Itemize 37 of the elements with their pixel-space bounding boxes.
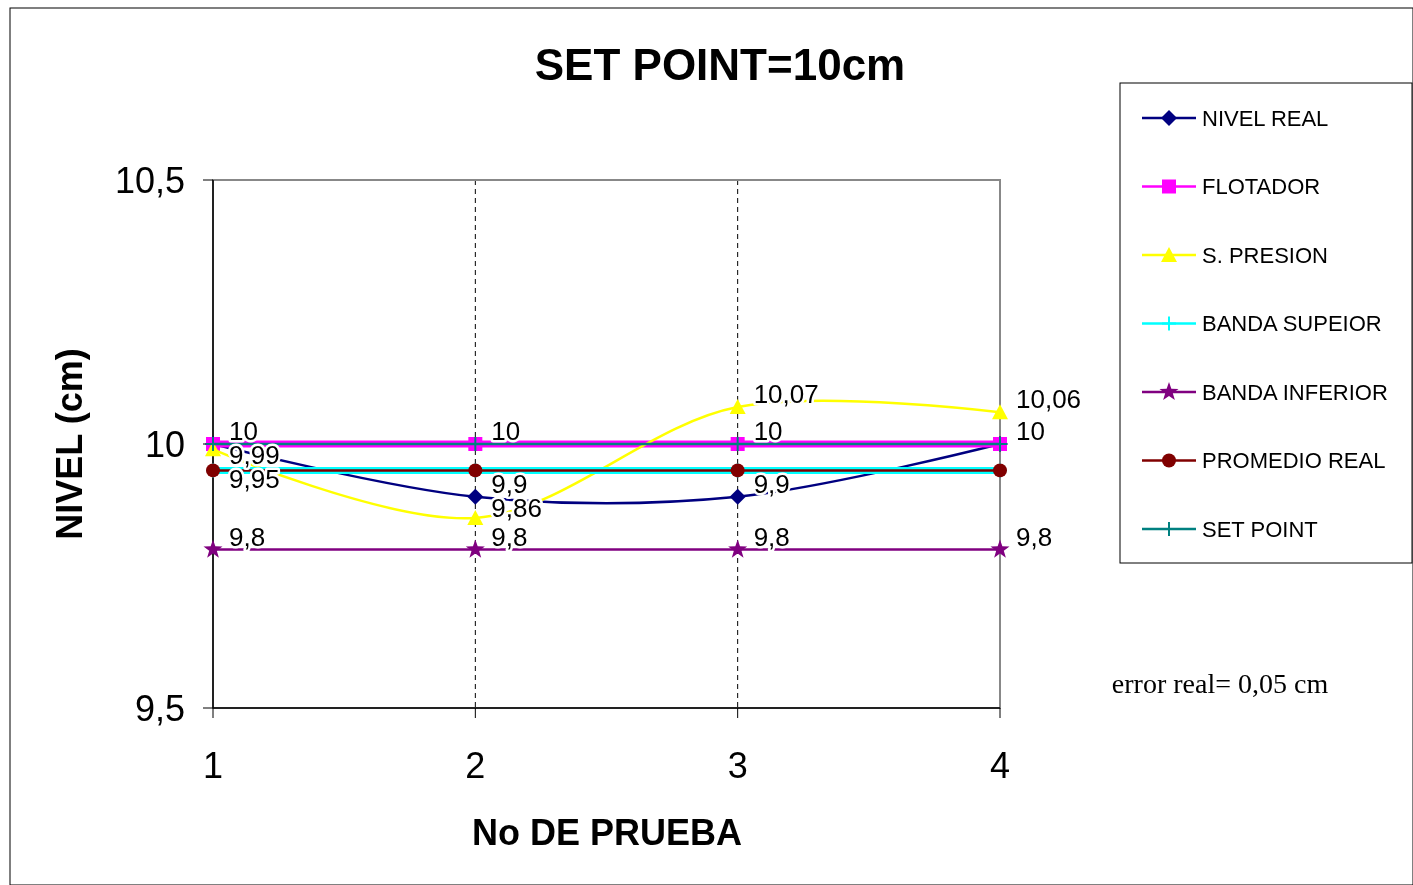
point — [465, 539, 485, 558]
y-tick-label: 10 — [144, 423, 185, 465]
data-label: 10,06 — [1016, 384, 1082, 415]
point — [728, 539, 748, 558]
x-tick-label: 1 — [202, 745, 224, 786]
data-label: 9,8 — [229, 521, 266, 552]
legend-label: BANDA SUPEIOR — [1202, 311, 1382, 337]
data-label: 9,8 — [753, 521, 790, 552]
data-label: 9,8 — [1016, 521, 1053, 552]
point — [203, 539, 223, 558]
x-tick-label: 3 — [727, 745, 748, 786]
point — [729, 488, 746, 505]
legend-label: SET POINT — [1202, 516, 1318, 542]
x-tick-label: 4 — [989, 745, 1011, 786]
text: error real= 0,05 cm — [1111, 668, 1329, 699]
data-label: 10 — [229, 416, 258, 446]
point — [467, 509, 484, 525]
y-axis-title: NIVEL (cm) — [49, 348, 90, 540]
legend-label: S. PRESION — [1202, 242, 1328, 268]
point — [992, 404, 1008, 420]
data-label: 10 — [1016, 416, 1045, 446]
legend-label: NIVEL REAL — [1202, 105, 1329, 131]
point — [467, 488, 484, 505]
y-tick-label: 9,5 — [134, 687, 185, 729]
point — [729, 399, 746, 415]
chart-title: SET POINT=10cm — [534, 40, 906, 89]
data-label: 9,9 — [753, 468, 790, 499]
legend-label: PROMEDIO REAL — [1202, 448, 1386, 474]
legend-label: FLOTADOR — [1202, 174, 1321, 200]
x-tick-label: 2 — [465, 745, 486, 786]
point — [990, 539, 1010, 558]
x-axis-title: No DE PRUEBA — [471, 812, 743, 853]
data-label: 10 — [753, 416, 783, 446]
y-tick-label: 10,5 — [114, 159, 185, 201]
data-label: 10 — [491, 416, 521, 446]
legend-label: BANDA INFERIOR — [1202, 379, 1388, 405]
data-label: 9,8 — [491, 521, 528, 552]
